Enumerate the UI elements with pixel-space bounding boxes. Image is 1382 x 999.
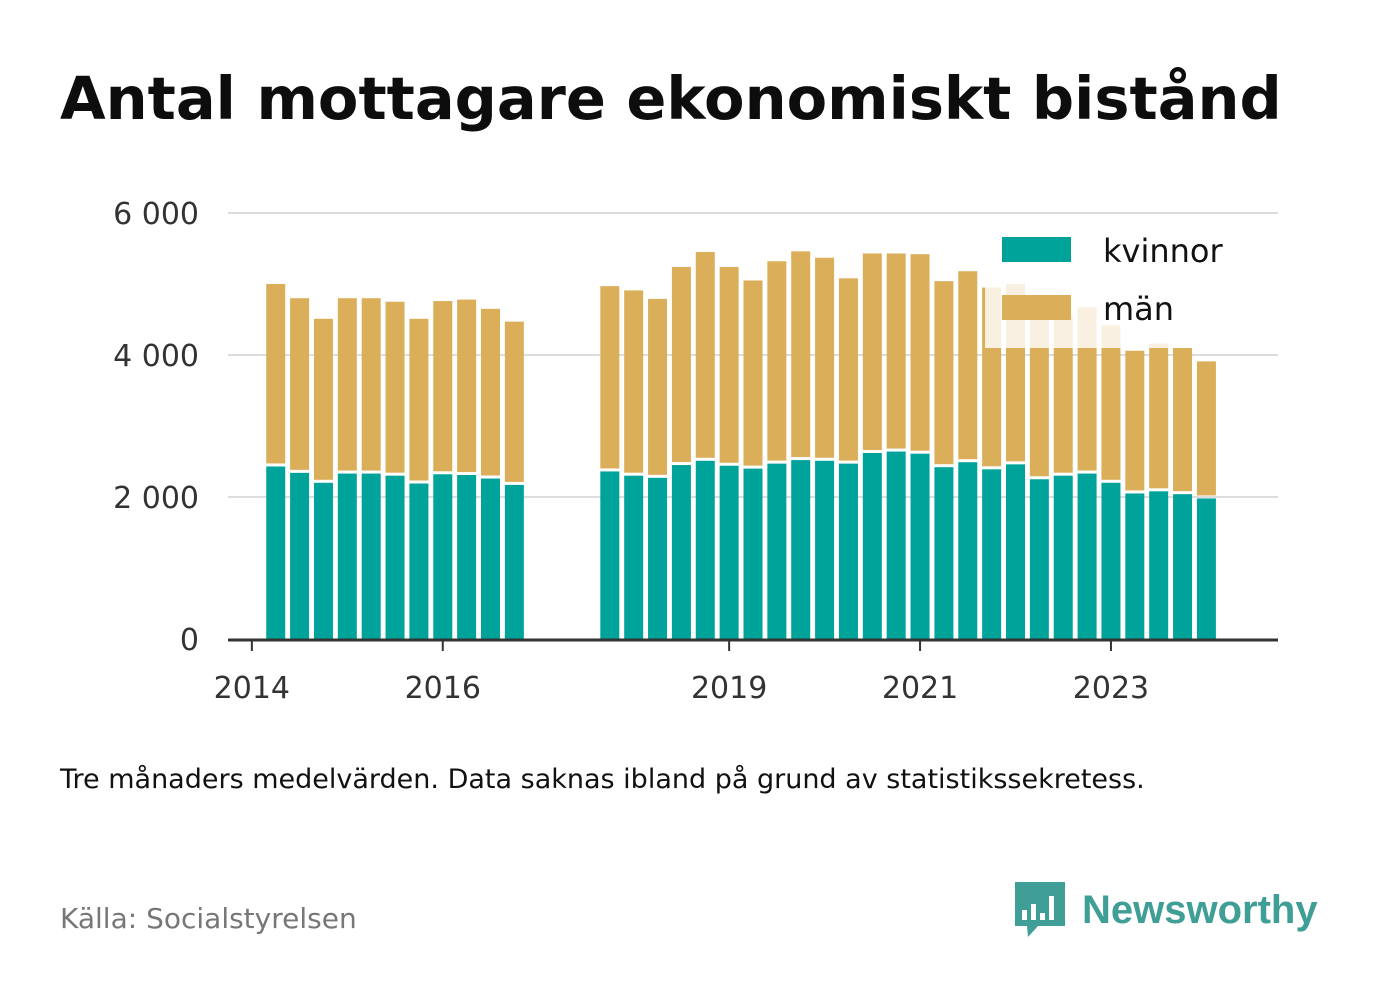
bar-man [1101, 325, 1121, 480]
bar-man [791, 251, 811, 458]
bar-kvinnor [910, 453, 930, 639]
bar-kvinnor [409, 483, 429, 639]
bar-kvinnor [719, 465, 739, 639]
bar-kvinnor [433, 474, 453, 639]
chart-title: Antal mottagare ekonomiskt bistånd [60, 64, 1282, 133]
logo-text: Newsworthy [1082, 887, 1318, 932]
x-tick-label: 2014 [214, 671, 290, 706]
bar-kvinnor [648, 477, 668, 639]
bar-kvinnor [624, 475, 644, 639]
bar-kvinnor [385, 475, 405, 639]
bar-kvinnor [1196, 498, 1216, 639]
bar-kvinnor [337, 473, 357, 639]
bar-kvinnor [600, 471, 620, 639]
bar-man [1029, 313, 1049, 477]
legend-label: kvinnor [1103, 232, 1224, 270]
bar-man [504, 321, 524, 482]
bar-man [361, 298, 381, 471]
bar-man [1125, 350, 1145, 491]
bar-man [433, 301, 453, 472]
bar-man [719, 266, 739, 463]
bar-man [1196, 361, 1216, 496]
legend-swatch [1002, 295, 1071, 320]
bar-kvinnor [1053, 475, 1073, 639]
bar-kvinnor [457, 474, 477, 639]
y-tick-label: 0 [180, 623, 199, 658]
legend-label: män [1103, 290, 1174, 328]
bar-kvinnor [862, 452, 882, 639]
footnote: Tre månaders medelvärden. Data saknas ib… [60, 764, 1145, 795]
bar-kvinnor [1077, 473, 1097, 639]
bar-man [767, 261, 787, 461]
bar-kvinnor [791, 460, 811, 639]
bar-kvinnor [958, 462, 978, 639]
bar-kvinnor [313, 482, 333, 639]
bar-man [266, 284, 286, 464]
bar-man [409, 318, 429, 481]
bar-kvinnor [671, 465, 691, 639]
chart-area: 0 2 000 4 000 6 000 2014 2016 2019 2021 2023 kv… [113, 197, 1278, 706]
bar-man [886, 253, 906, 449]
x-tick-label: 2021 [882, 671, 958, 706]
bar-man [958, 271, 978, 460]
bar-kvinnor [767, 463, 787, 639]
bar-man [313, 318, 333, 480]
bar-man [671, 266, 691, 463]
bar-kvinnor [886, 451, 906, 639]
bar-man [695, 252, 715, 458]
bar-kvinnor [1125, 493, 1145, 639]
legend: kvinnor män [985, 228, 1250, 348]
bar-kvinnor [481, 478, 500, 639]
bar-kvinnor [743, 468, 763, 639]
bar-man [743, 280, 763, 466]
bar-kvinnor [982, 469, 1002, 639]
bar-man [838, 278, 858, 461]
y-tick-label: 2 000 [113, 481, 199, 516]
bar-kvinnor [695, 460, 715, 639]
bar-man [1053, 314, 1073, 473]
x-tick-label: 2023 [1073, 671, 1149, 706]
y-tick-label: 6 000 [113, 197, 199, 232]
source-label: Källa: Socialstyrelsen [60, 902, 357, 935]
y-tick-label: 4 000 [113, 339, 199, 374]
bar-kvinnor [1173, 494, 1193, 639]
bar-man [1077, 307, 1097, 471]
bar-man [1149, 343, 1169, 489]
bar-man [385, 301, 405, 473]
bar-man [600, 286, 620, 469]
bar-kvinnor [266, 466, 286, 639]
bar-man [337, 298, 357, 471]
bar-man [815, 257, 835, 458]
bar-man [934, 281, 954, 465]
bar-kvinnor [290, 472, 310, 639]
bar-kvinnor [361, 473, 381, 639]
bar-kvinnor [1101, 482, 1121, 639]
bar-kvinnor [838, 463, 858, 639]
x-tick-label: 2016 [405, 671, 481, 706]
bar-kvinnor [1149, 491, 1169, 639]
newsworthy-logo[interactable]: Newsworthy [1012, 880, 1318, 940]
bar-kvinnor [1029, 479, 1049, 639]
bar-man [481, 308, 500, 476]
bar-man [862, 253, 882, 450]
bar-kvinnor [504, 484, 524, 639]
bar-man [648, 298, 668, 475]
bar-man [910, 254, 930, 451]
bar-man [624, 290, 644, 473]
bars [266, 251, 1216, 639]
x-axis: 2014 2016 2019 2021 2023 [214, 638, 1278, 706]
bar-man [457, 299, 477, 472]
bar-kvinnor [815, 460, 835, 639]
bar-man [290, 298, 310, 470]
bar-man [1173, 347, 1193, 492]
bar-kvinnor [934, 467, 954, 639]
x-tick-label: 2019 [691, 671, 767, 706]
bar-chart-speech-bubble-icon [1015, 882, 1065, 937]
legend-swatch [1002, 237, 1071, 262]
bar-kvinnor [1006, 464, 1025, 639]
